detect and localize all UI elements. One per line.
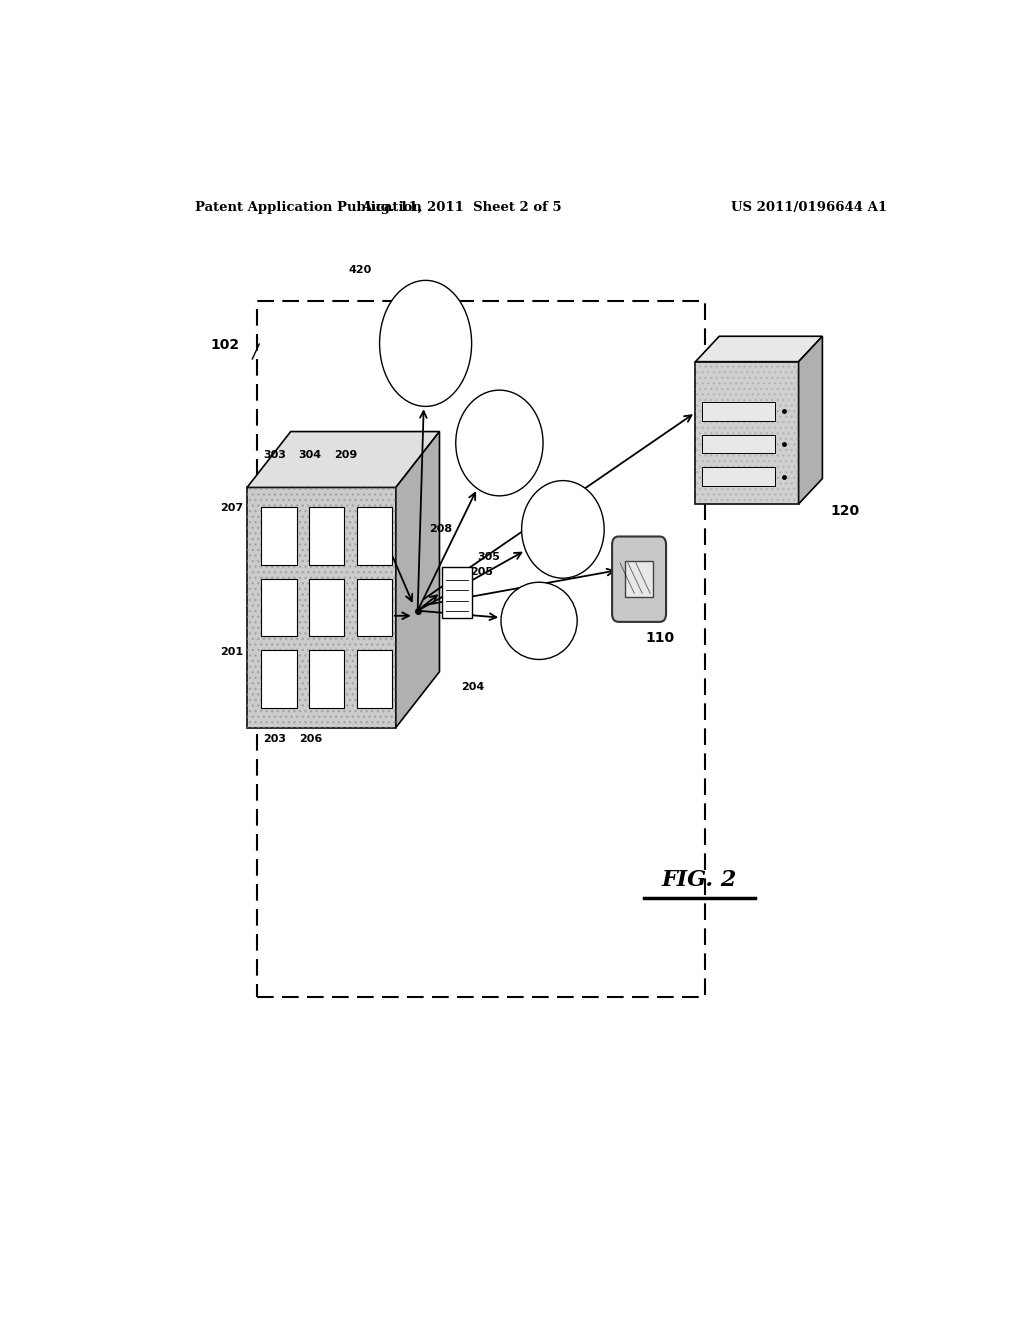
Ellipse shape — [501, 582, 578, 660]
FancyBboxPatch shape — [612, 536, 666, 622]
Text: 102: 102 — [210, 338, 239, 351]
Bar — [257, 301, 705, 997]
Polygon shape — [247, 487, 396, 727]
Text: FIG. 2: FIG. 2 — [662, 869, 737, 891]
Text: 204: 204 — [461, 682, 484, 692]
Text: ECM: ECM — [525, 616, 553, 626]
Text: 304: 304 — [299, 450, 322, 459]
Bar — [357, 507, 392, 565]
Ellipse shape — [456, 391, 543, 496]
Polygon shape — [695, 362, 799, 504]
Text: 303: 303 — [263, 450, 286, 459]
Polygon shape — [799, 337, 822, 504]
Text: 205: 205 — [470, 568, 494, 577]
Bar — [442, 568, 472, 618]
Text: 202: 202 — [490, 466, 514, 475]
Text: 305: 305 — [477, 552, 500, 562]
Bar — [261, 651, 297, 708]
Polygon shape — [695, 337, 822, 362]
Text: Patent Application Publication: Patent Application Publication — [196, 201, 422, 214]
Text: 203: 203 — [263, 734, 287, 744]
Bar — [357, 579, 392, 636]
Bar — [701, 403, 775, 421]
Text: 209: 209 — [334, 450, 357, 459]
Text: 120: 120 — [830, 504, 859, 517]
Text: GPS
Sensor: GPS Sensor — [542, 519, 585, 540]
Text: 206: 206 — [299, 734, 323, 744]
Text: On-board
Controller: On-board Controller — [394, 333, 457, 354]
Bar — [309, 579, 344, 636]
Polygon shape — [396, 432, 439, 727]
Text: 208: 208 — [430, 524, 453, 535]
Text: 110: 110 — [645, 631, 674, 645]
Bar — [309, 651, 344, 708]
Bar — [701, 467, 775, 486]
Ellipse shape — [521, 480, 604, 578]
Text: 420: 420 — [348, 265, 372, 276]
Text: 207: 207 — [220, 503, 243, 513]
Bar — [261, 507, 297, 565]
Text: US 2011/0196644 A1: US 2011/0196644 A1 — [731, 201, 887, 214]
Text: 410: 410 — [425, 375, 447, 385]
Text: Aug. 11, 2011  Sheet 2 of 5: Aug. 11, 2011 Sheet 2 of 5 — [361, 201, 561, 214]
Polygon shape — [247, 432, 439, 487]
Text: Discrete
Sensors: Discrete Sensors — [473, 432, 525, 454]
Ellipse shape — [380, 280, 472, 407]
Bar — [357, 651, 392, 708]
Bar — [701, 434, 775, 453]
Text: 201: 201 — [220, 647, 243, 657]
Bar — [309, 507, 344, 565]
Bar — [261, 579, 297, 636]
FancyBboxPatch shape — [625, 561, 653, 598]
